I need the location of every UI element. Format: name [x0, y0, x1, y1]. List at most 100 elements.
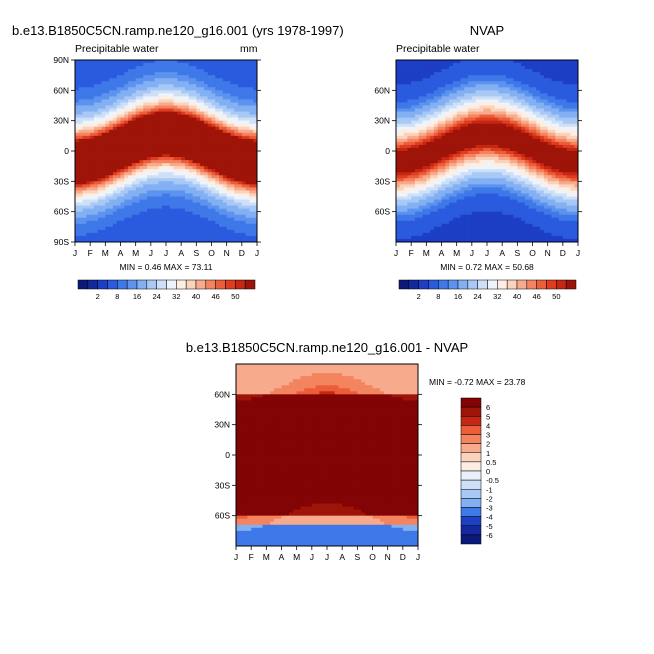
field-cell [139, 211, 144, 216]
field-cell [93, 184, 99, 188]
field-cell [509, 163, 514, 167]
field-cell [105, 90, 110, 94]
field-cell [543, 181, 549, 185]
field-cell [483, 184, 488, 188]
field-cell [441, 163, 446, 167]
field-cell [498, 154, 503, 158]
field-cell [222, 132, 228, 137]
field-cell [93, 175, 99, 179]
field-cell [78, 105, 83, 109]
field-cell [97, 199, 102, 203]
field-cell [128, 163, 133, 167]
field-cell [169, 132, 174, 137]
y-tick-label: 60S [54, 207, 69, 217]
field-cell [449, 78, 454, 82]
field-cell [441, 75, 446, 79]
field-cell [543, 138, 549, 143]
field-cell [437, 108, 442, 112]
field-cell [551, 117, 556, 122]
field-cell [422, 181, 427, 185]
field-cell [494, 93, 499, 97]
field-cell [471, 90, 477, 94]
field-cell [90, 187, 95, 191]
field-cell [570, 166, 575, 170]
field-cell [570, 75, 575, 79]
field-cell [177, 132, 182, 137]
field-cell [456, 154, 461, 158]
field-cell [245, 93, 250, 97]
field-cell [116, 232, 121, 237]
field-cell [411, 178, 416, 182]
field-cell [124, 138, 129, 143]
field-cell [166, 193, 171, 197]
field-cell [456, 111, 461, 115]
field-cell [562, 163, 568, 167]
field-cell [82, 223, 87, 228]
field-cell [238, 157, 243, 161]
field-cell [215, 169, 220, 173]
field-cell [566, 78, 571, 82]
field-cell [120, 144, 125, 149]
field-cell [131, 178, 137, 182]
field-cell [90, 81, 95, 85]
field-cell [78, 202, 83, 206]
field-cell [547, 102, 552, 106]
field-cell [131, 229, 137, 234]
field-cell [487, 160, 492, 164]
field-cell [230, 226, 235, 231]
field-cell [241, 184, 247, 188]
field-cell [540, 87, 545, 91]
field-cell [131, 235, 137, 240]
field-cell [124, 160, 129, 164]
field-cell [124, 205, 129, 210]
field-cell [192, 223, 197, 228]
field-cell [411, 141, 416, 146]
field-cell [135, 75, 140, 79]
field-cell [513, 81, 518, 85]
field-cell [399, 69, 404, 73]
field-cell [173, 63, 178, 67]
field-cell [502, 166, 507, 170]
field-cell [483, 175, 488, 179]
field-cell [154, 181, 159, 185]
field-cell [230, 111, 235, 115]
field-cell [502, 126, 507, 131]
field-cell [112, 166, 118, 170]
field-cell [90, 147, 95, 152]
field-cell [200, 169, 205, 173]
field-cell [124, 126, 129, 131]
field-cell [207, 160, 212, 164]
field-cell [245, 223, 250, 228]
field-cell [139, 69, 144, 73]
field-cell [521, 132, 526, 137]
field-cell [551, 66, 556, 70]
field-cell [547, 147, 552, 152]
field-cell [449, 105, 454, 109]
field-cell [78, 160, 83, 164]
field-cell [120, 193, 125, 197]
field-cell [158, 123, 163, 128]
field-cell [479, 181, 484, 185]
field-cell [219, 181, 224, 185]
field-cell [215, 154, 220, 158]
field-cell [211, 226, 216, 231]
field-cell [207, 66, 212, 70]
field-cell [181, 238, 186, 243]
field-cell [207, 93, 212, 97]
field-cell [230, 190, 235, 194]
field-cell [226, 117, 231, 122]
field-cell [238, 87, 243, 91]
field-cell [456, 117, 461, 122]
field-cell [253, 126, 258, 131]
field-cell [547, 105, 552, 109]
field-cell [82, 111, 87, 115]
field-cell [166, 214, 171, 219]
field-cell [490, 78, 495, 82]
field-cell [109, 96, 114, 100]
field-cell [128, 93, 133, 97]
field-cell [238, 99, 243, 103]
field-cell [128, 154, 133, 158]
field-cell [207, 132, 212, 137]
field-cell [528, 144, 533, 149]
field-cell [203, 217, 209, 222]
